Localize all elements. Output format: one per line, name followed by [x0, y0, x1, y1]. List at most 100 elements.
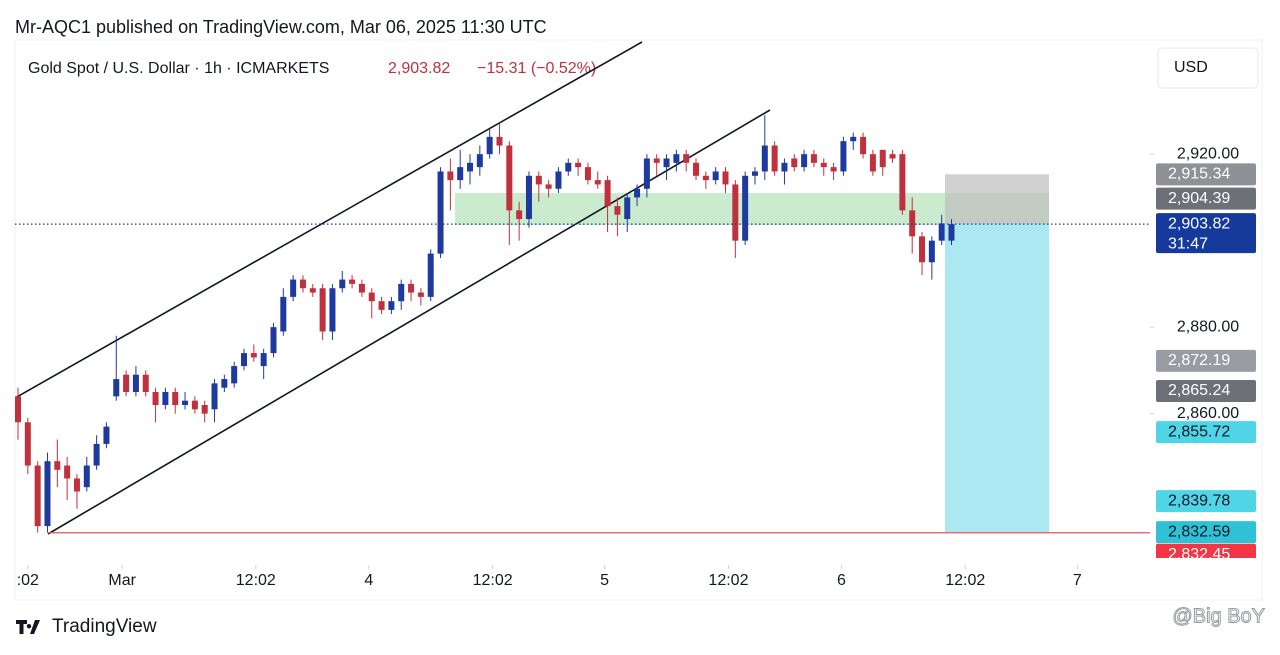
candle-body [221, 379, 228, 388]
candle-body [791, 158, 798, 168]
x-tick-label: 7 [1073, 572, 1082, 589]
zones [455, 174, 1049, 533]
candle-body [349, 279, 356, 284]
candle-body [663, 158, 670, 168]
candle-body [309, 288, 316, 293]
candle-body [810, 154, 817, 163]
candle-body [358, 283, 365, 293]
candle-body [771, 145, 778, 172]
candle-body [889, 154, 896, 159]
candle-body [761, 145, 768, 172]
time-axis: :02 Mar 12:02 4 12:02 5 12:02 6 12:02 7 [17, 565, 1082, 589]
symbol: Gold Spot / U.S. Dollar · 1h · ICMARKETS [28, 60, 329, 77]
candle-body [742, 175, 749, 241]
stop-box [945, 174, 1049, 225]
candle-body [919, 236, 926, 263]
target-box [945, 224, 1049, 533]
x-tick-label: 12:02 [473, 572, 513, 589]
candle-body [909, 210, 916, 237]
price-tag-label: 2,855.72 [1168, 423, 1230, 440]
candle-body [653, 158, 660, 163]
price-tag-label: 2,904.39 [1168, 190, 1230, 207]
candle-body [575, 162, 582, 168]
brand: TradingView [52, 616, 157, 637]
price-tag [1156, 490, 1256, 513]
price-tag [1156, 543, 1256, 558]
candle-body [103, 426, 110, 444]
price-tag [1156, 349, 1256, 372]
candle-body [751, 171, 758, 176]
candle-body [172, 392, 179, 405]
candle-body [781, 162, 788, 172]
price-tag-label: 2,903.82 [1168, 215, 1230, 232]
last-price: 2,903.82 [388, 60, 450, 77]
price-tag-label: 2,915.34 [1168, 166, 1230, 183]
price-tag [1156, 163, 1256, 186]
candle-body [319, 288, 326, 332]
price-tag-label: 2,872.19 [1168, 352, 1230, 369]
candle-body [702, 175, 709, 181]
x-tick-label: 12:02 [236, 572, 276, 589]
plot [15, 41, 1150, 535]
candle-body [93, 443, 100, 466]
candle-body [594, 180, 601, 185]
candle-body [673, 154, 680, 163]
candle-body [555, 171, 562, 189]
candle-body [417, 292, 424, 297]
candle-body [408, 283, 415, 293]
candle-body [535, 175, 542, 185]
candle-body [241, 353, 248, 367]
candle-body [113, 379, 120, 397]
candle-body [368, 292, 375, 302]
candle-body [378, 301, 385, 310]
candle-body [693, 162, 700, 176]
price-tag [1156, 521, 1256, 544]
currency[interactable]: USD [1174, 59, 1208, 76]
x-tick-label: Mar [108, 572, 136, 589]
candle-body [457, 167, 464, 181]
candle-body [260, 353, 267, 367]
price-tag [1156, 187, 1256, 210]
candle-body [525, 175, 532, 220]
x-tick-label: 12:02 [708, 572, 748, 589]
candle-body [467, 162, 474, 172]
x-tick-label: 4 [364, 572, 373, 589]
candle-body [329, 288, 336, 332]
candle-body [427, 253, 434, 297]
candle-body [211, 383, 218, 410]
candle-body [496, 136, 503, 146]
candle-body [24, 422, 31, 466]
candle-body [938, 223, 945, 241]
candle-body [928, 240, 935, 263]
candle-body [506, 145, 513, 211]
candle-body [545, 184, 552, 189]
candle-body [299, 279, 306, 289]
candle-body [948, 224, 955, 241]
candle-body [398, 283, 405, 302]
candle-body [604, 180, 611, 207]
candle-body [152, 392, 159, 405]
price-tag [1156, 379, 1256, 402]
candle-body [437, 171, 444, 254]
candle-body [388, 301, 395, 310]
candle-body [54, 461, 61, 470]
currency-box[interactable] [1157, 47, 1259, 89]
candle-body [899, 154, 906, 211]
candle-body [820, 162, 827, 168]
candle-body [476, 154, 483, 168]
candle-body [722, 171, 729, 185]
channel-upper [15, 41, 643, 399]
candle-body [516, 210, 523, 220]
watermark: @Big BoY [1172, 605, 1265, 627]
price-tag-label: 2,839.78 [1168, 492, 1230, 509]
brand-logo [16, 620, 40, 634]
candle-body [634, 188, 641, 198]
candle-body [290, 279, 297, 297]
y-tick-label: 2,860.00 [1177, 405, 1239, 422]
candle-body [869, 154, 876, 172]
x-tick-label: 5 [600, 572, 609, 589]
candle-body [250, 353, 257, 358]
price-tag-label: 2,832.45 [1168, 546, 1230, 563]
chart-frame [14, 39, 1263, 601]
